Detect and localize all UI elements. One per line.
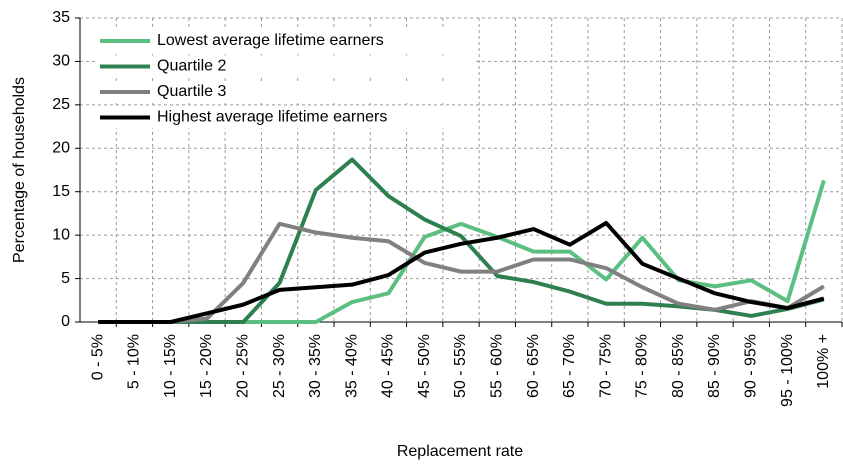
legend-label: Lowest average lifetime earners bbox=[157, 32, 384, 49]
y-tick-label: 35 bbox=[52, 9, 70, 26]
x-tick-label: 95 - 100% bbox=[779, 334, 796, 407]
legend-label: Quartile 3 bbox=[157, 83, 226, 100]
x-tick-label: 45 - 50% bbox=[416, 334, 433, 398]
x-axis-label: Replacement rate bbox=[397, 443, 523, 460]
y-tick-label: 25 bbox=[52, 96, 70, 113]
y-tick-label: 20 bbox=[52, 140, 70, 157]
x-tick-label: 5 - 10% bbox=[126, 334, 143, 389]
legend-label: Quartile 2 bbox=[157, 58, 226, 75]
legend-background bbox=[96, 30, 474, 52]
legend-background bbox=[96, 81, 474, 103]
x-tick-label: 55 - 60% bbox=[489, 334, 506, 398]
series-line bbox=[98, 220, 825, 324]
x-tick-label: 40 - 45% bbox=[380, 334, 397, 398]
legend-background bbox=[96, 55, 474, 78]
x-tick-label: 60 - 65% bbox=[525, 334, 542, 398]
y-tick-label: 5 bbox=[61, 270, 70, 287]
x-tick-label: 50 - 55% bbox=[452, 334, 469, 398]
x-tick-label: 20 - 25% bbox=[235, 334, 252, 398]
x-tick-label: 30 - 35% bbox=[307, 334, 324, 398]
x-tick-label: 10 - 15% bbox=[162, 334, 179, 398]
y-tick-label: 15 bbox=[52, 183, 70, 200]
y-tick-label: 30 bbox=[52, 53, 70, 70]
series-line bbox=[98, 157, 825, 324]
x-tick-label: 35 - 40% bbox=[343, 334, 360, 398]
x-tick-label: 80 - 85% bbox=[670, 334, 687, 398]
x-tick-label: 75 - 80% bbox=[634, 334, 651, 398]
y-tick-label: 0 bbox=[61, 313, 70, 330]
x-tick-label: 0 - 5% bbox=[89, 334, 106, 380]
x-tick-label: 65 - 70% bbox=[561, 334, 578, 398]
x-tick-label: 100% + bbox=[815, 334, 832, 389]
series-line bbox=[98, 221, 825, 324]
legend-label: Highest average lifetime earners bbox=[157, 109, 387, 126]
y-axis-label: Percentage of households bbox=[11, 77, 28, 263]
x-tick-label: 85 - 90% bbox=[706, 334, 723, 398]
legend-background bbox=[96, 106, 474, 129]
x-tick-label: 25 - 30% bbox=[271, 334, 288, 398]
series-line bbox=[98, 179, 826, 324]
x-tick-label: 90 - 95% bbox=[743, 334, 760, 398]
x-tick-label: 15 - 20% bbox=[198, 334, 215, 398]
x-tick-label: 70 - 75% bbox=[597, 334, 614, 398]
y-tick-label: 10 bbox=[52, 226, 70, 243]
